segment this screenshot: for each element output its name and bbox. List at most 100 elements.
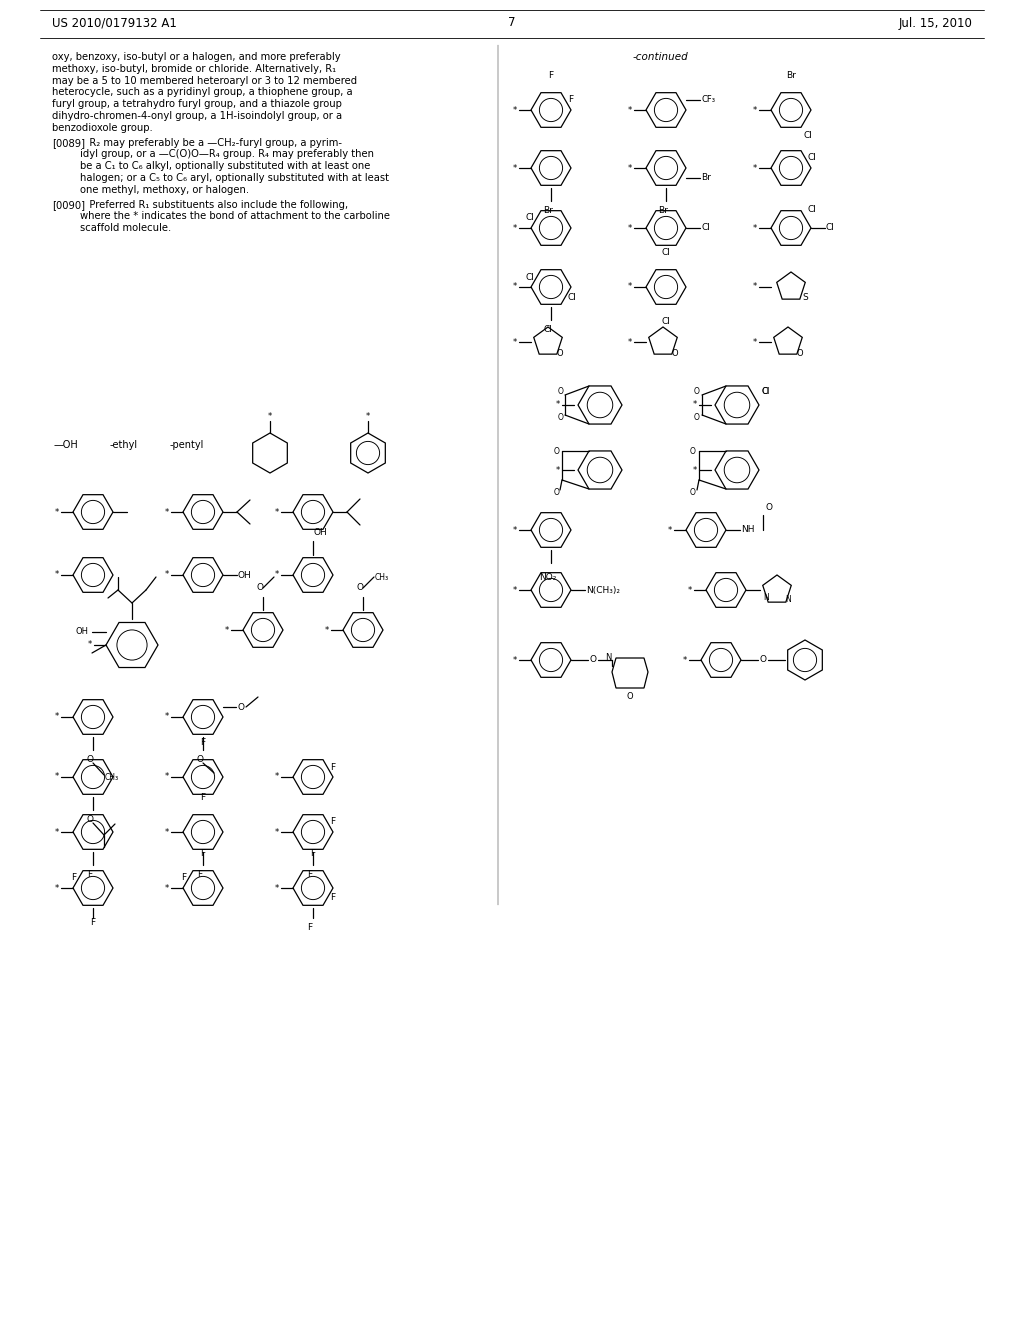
Text: O: O (557, 413, 563, 422)
Text: *: * (628, 164, 632, 173)
Text: O: O (672, 348, 678, 358)
Text: *: * (513, 106, 517, 115)
Text: oxy, benzoxy, iso-butyl or a halogen, and more preferably: oxy, benzoxy, iso-butyl or a halogen, an… (52, 51, 341, 62)
Text: *: * (325, 626, 329, 635)
Text: CF₃: CF₃ (701, 95, 715, 104)
Text: -ethyl: -ethyl (110, 440, 138, 450)
Text: O: O (356, 583, 364, 591)
Text: *: * (274, 828, 280, 837)
Text: *: * (366, 412, 370, 421)
Text: O: O (589, 656, 596, 664)
Text: F: F (330, 817, 335, 826)
Text: Cl: Cl (761, 387, 769, 396)
Text: F: F (201, 738, 206, 747)
Text: -pentyl: -pentyl (170, 440, 205, 450)
Text: Br: Br (658, 206, 668, 215)
Text: -continued: -continued (632, 51, 688, 62)
Text: O: O (553, 488, 559, 498)
Text: [0089]: [0089] (52, 137, 85, 148)
Text: Cl: Cl (761, 387, 769, 396)
Text: O: O (197, 755, 204, 764)
Text: F: F (307, 923, 312, 932)
Text: OH: OH (75, 627, 88, 636)
Text: F: F (71, 874, 76, 883)
Text: F: F (201, 849, 206, 858)
Text: O: O (690, 446, 696, 455)
Text: halogen; or a C₅ to C₆ aryl, optionally substituted with at least: halogen; or a C₅ to C₆ aryl, optionally … (80, 173, 389, 183)
Text: Cl: Cl (826, 223, 835, 232)
Text: O: O (237, 702, 244, 711)
Text: *: * (753, 282, 757, 292)
Text: *: * (165, 713, 169, 722)
Text: Preferred R₁ substituents also include the following,: Preferred R₁ substituents also include t… (80, 199, 348, 210)
Text: N: N (604, 653, 611, 663)
Text: O: O (627, 692, 633, 701)
Text: *: * (513, 164, 517, 173)
Text: O: O (553, 446, 559, 455)
Text: NH: NH (741, 525, 755, 535)
Text: *: * (274, 570, 280, 579)
Text: F: F (307, 870, 312, 879)
Text: O: O (557, 348, 563, 358)
Text: furyl group, a tetrahydro furyl group, and a thiazole group: furyl group, a tetrahydro furyl group, a… (52, 99, 342, 110)
Text: O: O (694, 388, 700, 396)
Text: Cl: Cl (808, 206, 817, 214)
Text: N(CH₃)₂: N(CH₃)₂ (586, 586, 620, 594)
Text: *: * (55, 507, 59, 516)
Text: O: O (86, 755, 93, 764)
Text: NO₂: NO₂ (540, 573, 557, 582)
Text: *: * (88, 640, 92, 649)
Text: US 2010/0179132 A1: US 2010/0179132 A1 (52, 16, 177, 29)
Text: —OH: —OH (54, 440, 79, 450)
Text: *: * (693, 400, 697, 409)
Text: *: * (693, 466, 697, 474)
Text: *: * (513, 338, 517, 346)
Text: *: * (165, 828, 169, 837)
Text: Cl: Cl (662, 248, 671, 257)
Text: Cl: Cl (525, 214, 534, 223)
Text: Cl: Cl (662, 317, 671, 326)
Text: F: F (198, 870, 203, 879)
Text: *: * (668, 525, 672, 535)
Text: O: O (690, 488, 696, 498)
Text: *: * (274, 883, 280, 892)
Text: *: * (274, 507, 280, 516)
Text: *: * (513, 656, 517, 664)
Text: R₂ may preferably be a —CH₂-furyl group, a pyrim-: R₂ may preferably be a —CH₂-furyl group,… (80, 137, 342, 148)
Text: *: * (268, 412, 272, 421)
Text: F: F (181, 874, 186, 883)
Text: N: N (785, 595, 791, 605)
Text: *: * (165, 507, 169, 516)
Text: O: O (256, 583, 263, 591)
Text: F: F (90, 917, 95, 927)
Text: *: * (274, 772, 280, 781)
Text: F: F (310, 849, 315, 858)
Text: [0090]: [0090] (52, 199, 85, 210)
Text: F: F (568, 95, 573, 104)
Text: *: * (753, 223, 757, 232)
Text: *: * (55, 772, 59, 781)
Text: *: * (513, 223, 517, 232)
Text: O: O (759, 656, 766, 664)
Text: F: F (549, 71, 554, 81)
Text: scaffold molecule.: scaffold molecule. (80, 223, 171, 234)
Text: one methyl, methoxy, or halogen.: one methyl, methoxy, or halogen. (80, 185, 249, 195)
Text: Cl: Cl (544, 325, 552, 334)
Text: O: O (765, 503, 772, 512)
Text: *: * (165, 772, 169, 781)
Text: *: * (513, 525, 517, 535)
Text: O: O (557, 388, 563, 396)
Text: Jul. 15, 2010: Jul. 15, 2010 (898, 16, 972, 29)
Text: Cl: Cl (701, 223, 710, 232)
Text: *: * (513, 586, 517, 594)
Text: S: S (802, 293, 808, 301)
Text: *: * (753, 106, 757, 115)
Text: *: * (165, 570, 169, 579)
Text: may be a 5 to 10 membered heteroaryl or 3 to 12 membered: may be a 5 to 10 membered heteroaryl or … (52, 75, 357, 86)
Text: *: * (55, 713, 59, 722)
Text: OH: OH (314, 528, 328, 537)
Text: *: * (513, 282, 517, 292)
Text: idyl group, or a —C(O)O—R₄ group. R₄ may preferably then: idyl group, or a —C(O)O—R₄ group. R₄ may… (80, 149, 374, 160)
Text: N: N (763, 594, 769, 602)
Text: O: O (86, 814, 93, 824)
